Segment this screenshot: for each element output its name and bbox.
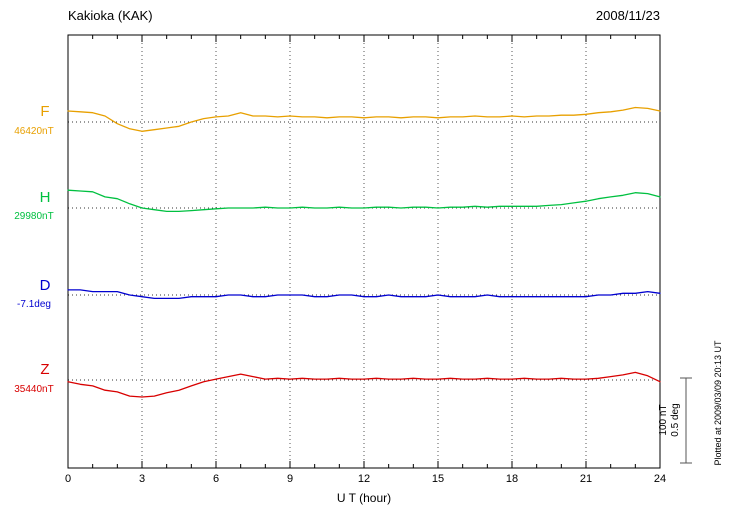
trace-F: [67, 106, 661, 132]
trace-baseline-value-D: -7.1deg: [17, 299, 51, 310]
x-tick-label: 15: [431, 473, 445, 485]
scale-bar-labels: 100 nT 0.5 deg: [658, 396, 682, 444]
trace-label-D: D: [39, 277, 51, 294]
trace-label-H: H: [39, 189, 51, 206]
x-tick-label: 24: [653, 473, 667, 485]
date-label: 2008/11/23: [595, 8, 660, 23]
trace-baseline-value-F: 46420nT: [14, 126, 54, 137]
scale-label-deg: 0.5 deg: [670, 403, 681, 437]
trace-label-F: F: [40, 103, 50, 120]
x-tick-label: 6: [212, 473, 220, 485]
x-tick-label: 0: [64, 473, 72, 485]
x-tick-label: 21: [579, 473, 593, 485]
x-tick-label: 12: [357, 473, 371, 485]
trace-Z: [67, 371, 661, 398]
trace-D: [67, 289, 661, 300]
trace-baseline-value-Z: 35440nT: [14, 384, 54, 395]
x-tick-label: 3: [138, 473, 146, 485]
x-tick-label: 9: [286, 473, 294, 485]
x-axis-title: U T (hour): [336, 491, 392, 505]
station-title: Kakioka (KAK): [68, 8, 153, 23]
scale-label-nt: 100 nT: [658, 404, 669, 436]
x-tick-label: 18: [505, 473, 519, 485]
plotted-at-note: Plotted at 2009/03/09 20:13 UT: [713, 340, 723, 466]
trace-label-Z: Z: [40, 361, 50, 378]
trace-H: [67, 189, 661, 213]
trace-baseline-value-H: 29980nT: [14, 211, 54, 222]
